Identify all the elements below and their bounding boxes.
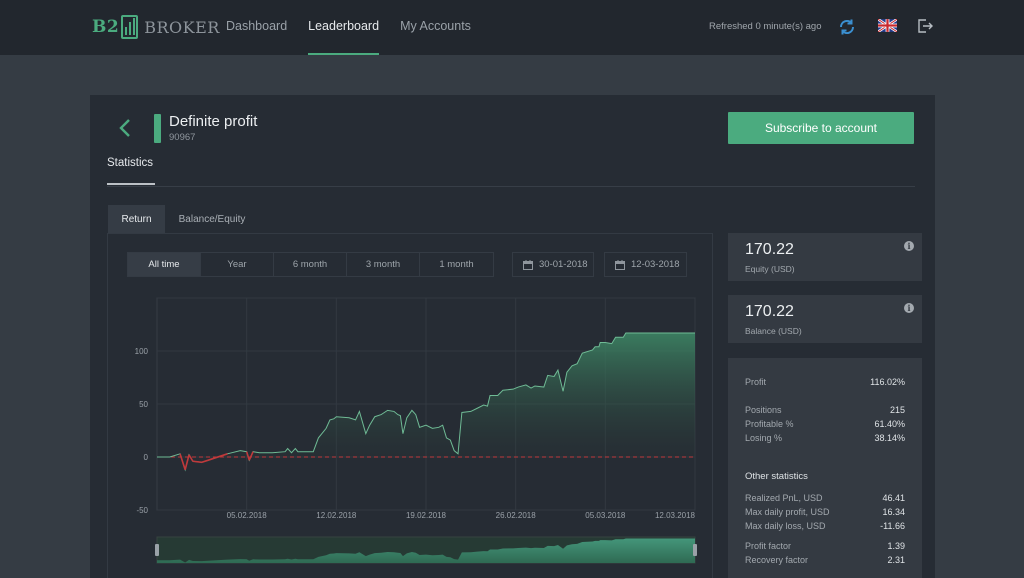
date-from-field[interactable]: 30-01-2018 (512, 252, 594, 277)
x-tick-label: 05.02.2018 (227, 511, 268, 520)
navigator-handle-right (693, 544, 697, 556)
logo-b2-text: B2 (92, 17, 120, 37)
return-line (157, 332, 695, 472)
date-to-value: 12-03-2018 (631, 259, 680, 270)
stat-value: 16.34 (882, 507, 905, 517)
equity-card: 170.22 Equity (USD) i (728, 233, 922, 281)
negative-segment (188, 454, 194, 462)
nav-dashboard[interactable]: Dashboard (226, 19, 288, 33)
tab-statistics[interactable]: Statistics (107, 157, 154, 169)
stat-label: Positions (745, 405, 782, 415)
y-tick-label: 50 (139, 400, 148, 409)
calendar-icon (523, 259, 533, 270)
statistics-tab-indicator (107, 183, 155, 185)
statistics-card: Profit 116.02% Positions 215 Profitable … (728, 358, 922, 578)
period-selector: All time Year 6 month 3 month 1 month (127, 252, 494, 277)
stat-losing: Losing % 38.14% (745, 433, 905, 443)
info-icon[interactable]: i (904, 303, 914, 313)
stat-max-daily-loss: Max daily loss, USD -11.66 (745, 521, 905, 531)
tab-balance-equity[interactable]: Balance/Equity (178, 214, 246, 225)
equity-value: 170.22 (745, 241, 794, 258)
calendar-icon (615, 259, 625, 270)
account-number: 90967 (169, 132, 196, 143)
stat-positions: Positions 215 (745, 405, 905, 415)
y-tick-label: -50 (136, 506, 148, 515)
x-tick-label: 12.02.2018 (316, 511, 357, 520)
x-tick-label: 19.02.2018 (406, 511, 447, 520)
nav-leaderboard[interactable]: Leaderboard (308, 0, 380, 55)
subscribe-button[interactable]: Subscribe to account (728, 112, 914, 144)
stat-label: Max daily profit, USD (745, 507, 830, 517)
x-tick-label: 05.03.2018 (585, 511, 626, 520)
date-to-field[interactable]: 12-03-2018 (604, 252, 687, 277)
info-icon[interactable]: i (904, 241, 914, 251)
nav-my-accounts[interactable]: My Accounts (400, 19, 471, 33)
stat-value: -11.66 (880, 521, 905, 531)
stat-max-daily-profit: Max daily profit, USD 16.34 (745, 507, 905, 517)
stat-value: 215 (889, 405, 905, 415)
top-navbar: B2 BROKER Dashboard Leaderboard My Accou… (0, 0, 1024, 55)
chart-container (107, 233, 713, 578)
date-from-value: 30-01-2018 (539, 259, 588, 270)
stat-profit: Profit 116.02% (745, 377, 905, 387)
period-all-time[interactable]: All time (128, 253, 201, 276)
stat-label: Profit factor (745, 541, 792, 551)
stat-value: 46.41 (882, 493, 905, 503)
negative-segment (245, 451, 250, 461)
x-tick-label: 12.03.2018 (655, 511, 696, 520)
y-tick-label: 100 (135, 347, 149, 356)
balance-value: 170.22 (745, 303, 794, 320)
stat-label: Profitable % (745, 419, 794, 429)
stat-value: 1.39 (887, 541, 905, 551)
stat-value: 38.14% (874, 433, 905, 443)
refresh-icon[interactable] (838, 18, 856, 36)
back-arrow-icon[interactable] (118, 118, 132, 138)
brand-logo[interactable]: B2 BROKER (92, 14, 220, 40)
equity-label: Equity (USD) (745, 264, 795, 274)
stat-label: Profit (745, 377, 767, 387)
main-nav: Dashboard Leaderboard My Accounts (226, 0, 492, 55)
negative-segment (201, 459, 209, 464)
period-3-month[interactable]: 3 month (347, 253, 420, 276)
x-tick-label: 26.02.2018 (496, 511, 537, 520)
tab-return[interactable]: Return (108, 205, 165, 234)
refresh-status: Refreshed 0 minute(s) ago (709, 21, 822, 32)
logo-mark-icon (121, 15, 139, 39)
navigator-area (157, 538, 695, 563)
tabs-divider (107, 186, 915, 187)
balance-card: 170.22 Balance (USD) i (728, 295, 922, 343)
stat-value: 2.31 (887, 555, 905, 565)
stat-profitable: Profitable % 61.40% (745, 419, 905, 429)
stat-profit-factor: Profit factor 1.39 (745, 541, 905, 551)
y-tick-label: 0 (144, 453, 149, 462)
period-1-month[interactable]: 1 month (439, 259, 474, 270)
stat-label: Max daily loss, USD (745, 521, 826, 531)
other-statistics-heading: Other statistics (745, 471, 808, 482)
return-area (157, 332, 695, 457)
account-name: Definite profit (169, 113, 258, 130)
stat-value: 116.02% (870, 377, 905, 387)
stat-label: Realized PnL, USD (745, 493, 823, 503)
navigator-handle-left (155, 544, 159, 556)
uk-flag-icon[interactable] (878, 19, 897, 32)
negative-segment (207, 453, 228, 461)
negative-segment (248, 451, 254, 461)
stat-value: 61.40% (874, 419, 905, 429)
period-year[interactable]: Year (201, 253, 274, 276)
negative-segment (179, 453, 186, 470)
stat-label: Recovery factor (745, 555, 809, 565)
negative-segment (184, 454, 190, 470)
negative-segment (192, 460, 202, 464)
logout-icon[interactable] (917, 18, 933, 34)
period-6-month[interactable]: 6 month (274, 253, 347, 276)
logo-broker-text: BROKER (144, 17, 220, 37)
stat-label: Losing % (745, 433, 783, 443)
return-chart[interactable]: 100 50 0 -50 05.02.2018 12.02.2018 19.02.2018 2… (120, 295, 710, 578)
stat-recovery-factor: Recovery factor 2.31 (745, 555, 905, 565)
balance-label: Balance (USD) (745, 326, 802, 336)
stat-realized-pnl: Realized PnL, USD 46.41 (745, 493, 905, 503)
account-accent-bar (154, 114, 161, 143)
